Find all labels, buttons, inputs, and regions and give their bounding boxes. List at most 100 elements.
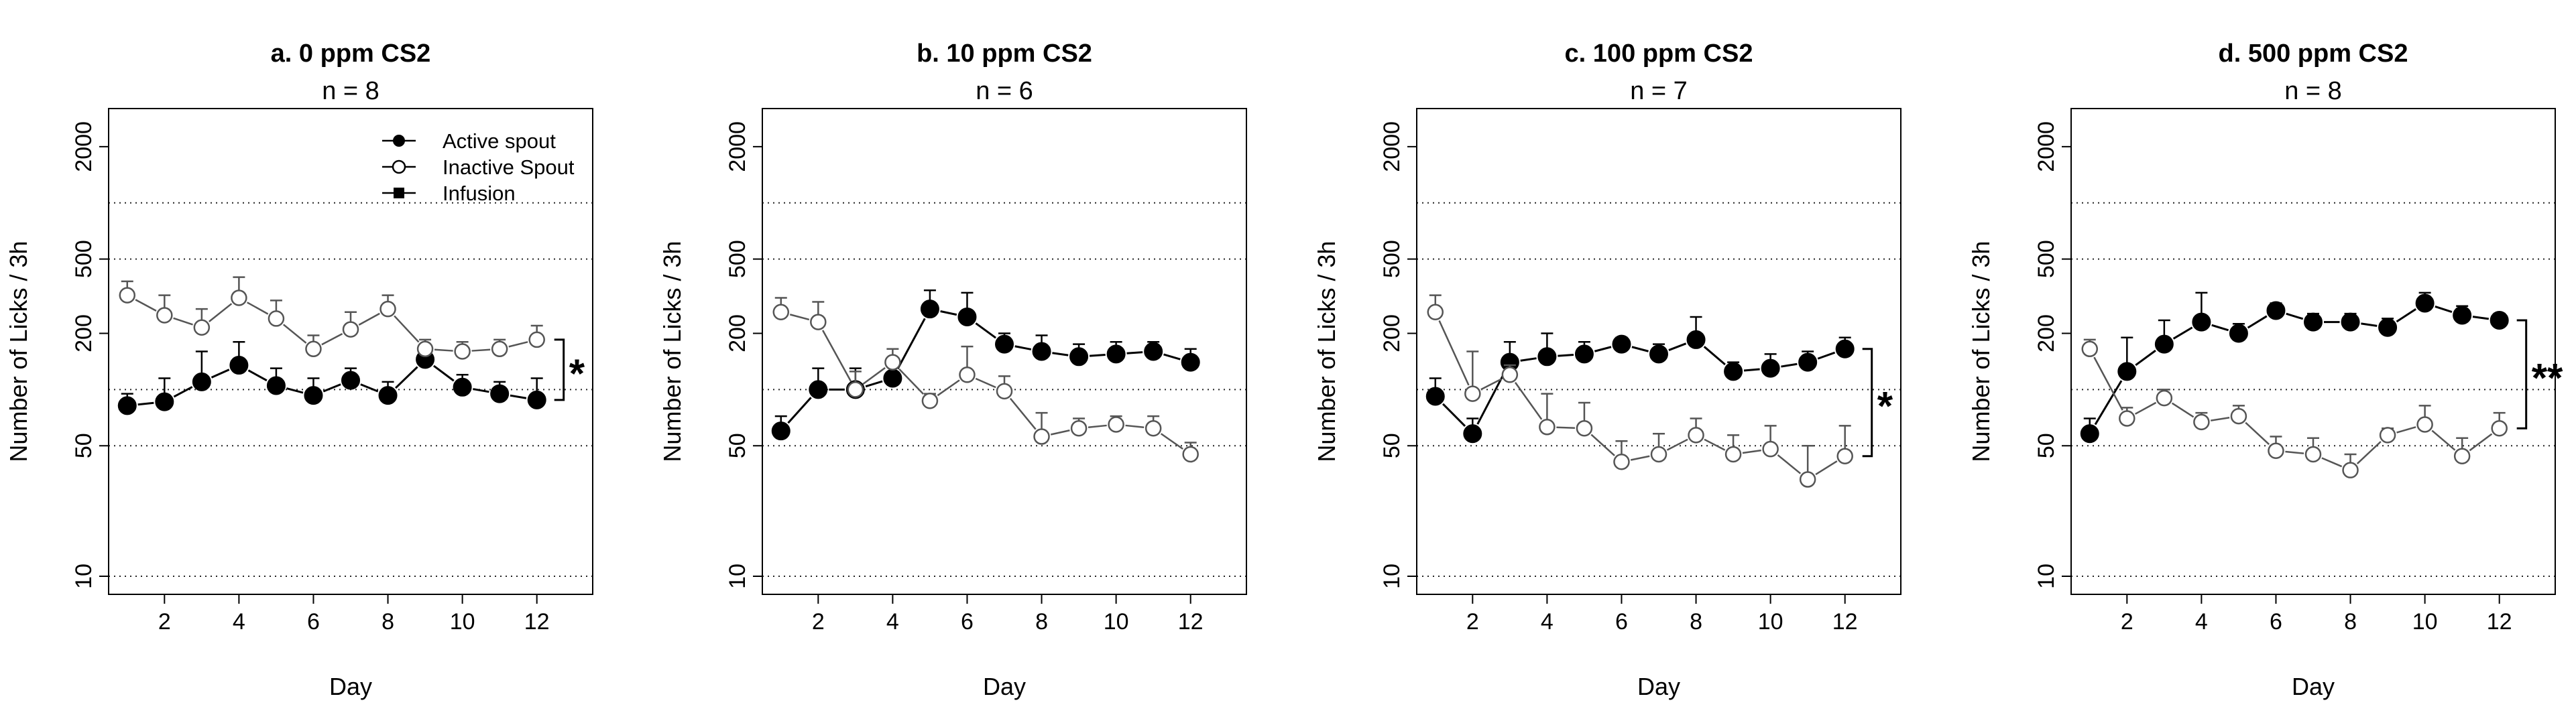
significance-label: ** bbox=[2532, 356, 2563, 401]
data-point bbox=[2080, 424, 2099, 444]
x-tick-label: 6 bbox=[961, 609, 974, 635]
data-point bbox=[2453, 448, 2471, 464]
series-line-segment bbox=[1666, 438, 1688, 451]
data-point bbox=[304, 386, 323, 405]
series-line-segment bbox=[286, 387, 304, 394]
data-point bbox=[490, 384, 510, 403]
data-point bbox=[416, 340, 434, 358]
data-point bbox=[1574, 344, 1594, 364]
data-point bbox=[1686, 330, 1706, 349]
x-tick-label: 10 bbox=[1104, 609, 1129, 635]
y-tick-label: 10 bbox=[2034, 564, 2059, 589]
chart-title: d. 500 ppm CS2 bbox=[2219, 40, 2408, 68]
data-point bbox=[2192, 312, 2211, 332]
series-line-segment bbox=[211, 369, 230, 379]
chart-panel-3: 10 50 200 500 2000 2 4 6 8 10 12 Day Number of Licks… bbox=[1967, 40, 2563, 700]
y-axis-label: Number of Licks / 3h bbox=[1967, 241, 1995, 462]
series-line-segment bbox=[821, 330, 852, 382]
data-point bbox=[1724, 446, 1742, 463]
series-line-segment bbox=[898, 368, 925, 395]
series-line-segment bbox=[433, 365, 455, 382]
series-line-segment bbox=[2135, 349, 2156, 367]
data-point bbox=[810, 314, 827, 330]
x-tick-label: 4 bbox=[1541, 609, 1554, 635]
series-line-segment bbox=[937, 379, 960, 397]
series-line-segment bbox=[1520, 357, 1537, 362]
series-line-segment bbox=[2321, 457, 2343, 468]
series-line-segment bbox=[1088, 424, 1107, 429]
legend-marker-filled-circle bbox=[393, 135, 405, 147]
series-line-segment bbox=[1438, 320, 1470, 386]
series-line-segment bbox=[2396, 426, 2416, 434]
series-inactive bbox=[2081, 338, 2508, 478]
data-point bbox=[2342, 462, 2359, 478]
series-line-segment bbox=[1009, 397, 1037, 430]
series-line-segment bbox=[1742, 449, 1761, 454]
data-point bbox=[2119, 410, 2135, 427]
x-tick-label: 12 bbox=[1178, 609, 1204, 635]
series-line-segment bbox=[209, 303, 233, 322]
series-line-segment bbox=[862, 367, 886, 385]
data-point bbox=[1649, 344, 1668, 364]
chart-panel-2: 10 50 200 500 2000 2 4 6 8 10 12 Day Number of Licks… bbox=[1313, 40, 1901, 700]
series-line-segment bbox=[473, 388, 489, 393]
series-line-segment bbox=[1631, 346, 1649, 352]
series-line-segment bbox=[1514, 381, 1543, 420]
data-point bbox=[454, 343, 471, 360]
data-point bbox=[884, 354, 901, 371]
significance-label: * bbox=[569, 351, 585, 396]
data-point bbox=[883, 369, 902, 388]
y-tick-label: 200 bbox=[725, 314, 750, 352]
data-point bbox=[1032, 342, 1051, 361]
significance-bracket bbox=[554, 338, 565, 401]
series-line-segment bbox=[323, 383, 341, 393]
data-point bbox=[305, 340, 322, 358]
series-line-segment bbox=[2211, 417, 2230, 421]
series-line-segment bbox=[247, 302, 269, 315]
data-point bbox=[920, 300, 939, 319]
series-line-segment bbox=[394, 366, 418, 389]
x-tick-label: 10 bbox=[1758, 609, 1783, 635]
series-line-segment bbox=[173, 386, 193, 398]
data-point bbox=[1070, 419, 1088, 437]
x-tick-label: 6 bbox=[307, 609, 320, 635]
data-point bbox=[342, 321, 359, 338]
x-axis-label: Day bbox=[329, 673, 372, 700]
data-point bbox=[119, 287, 136, 304]
data-point bbox=[2491, 419, 2508, 437]
data-point bbox=[1761, 358, 1780, 378]
chart-subtitle: n = 8 bbox=[2284, 77, 2342, 105]
series-line-segment bbox=[2361, 322, 2378, 327]
significance-label: * bbox=[1877, 384, 1893, 429]
series-line-segment bbox=[2211, 324, 2229, 332]
series-line-segment bbox=[2245, 421, 2270, 446]
series-active bbox=[117, 340, 546, 415]
data-point bbox=[2193, 413, 2210, 431]
data-point bbox=[2229, 324, 2248, 343]
series-line-segment bbox=[2134, 401, 2157, 415]
data-point bbox=[453, 377, 472, 397]
data-point bbox=[1182, 446, 1199, 463]
series-line-segment bbox=[1704, 438, 1726, 451]
x-tick-label: 2 bbox=[1466, 609, 1479, 635]
data-point bbox=[1612, 334, 1631, 354]
data-point bbox=[996, 383, 1013, 400]
data-point bbox=[491, 340, 508, 358]
x-tick-label: 12 bbox=[524, 609, 550, 635]
data-point bbox=[2453, 306, 2472, 325]
data-point bbox=[1835, 339, 1855, 358]
y-tick-label: 200 bbox=[71, 314, 97, 352]
series-line-segment bbox=[1815, 460, 1838, 476]
series-line-segment bbox=[2247, 315, 2268, 329]
legend-marker-filled-square bbox=[394, 188, 404, 198]
series-active bbox=[2080, 291, 2509, 444]
data-point bbox=[2304, 446, 2322, 463]
series-active bbox=[1425, 316, 1855, 444]
data-point bbox=[2268, 442, 2284, 459]
series-line-segment bbox=[2431, 430, 2456, 451]
data-point bbox=[2117, 362, 2137, 381]
y-tick-label: 500 bbox=[71, 240, 97, 278]
data-point bbox=[2341, 312, 2360, 332]
series-line-segment bbox=[1558, 353, 1574, 357]
